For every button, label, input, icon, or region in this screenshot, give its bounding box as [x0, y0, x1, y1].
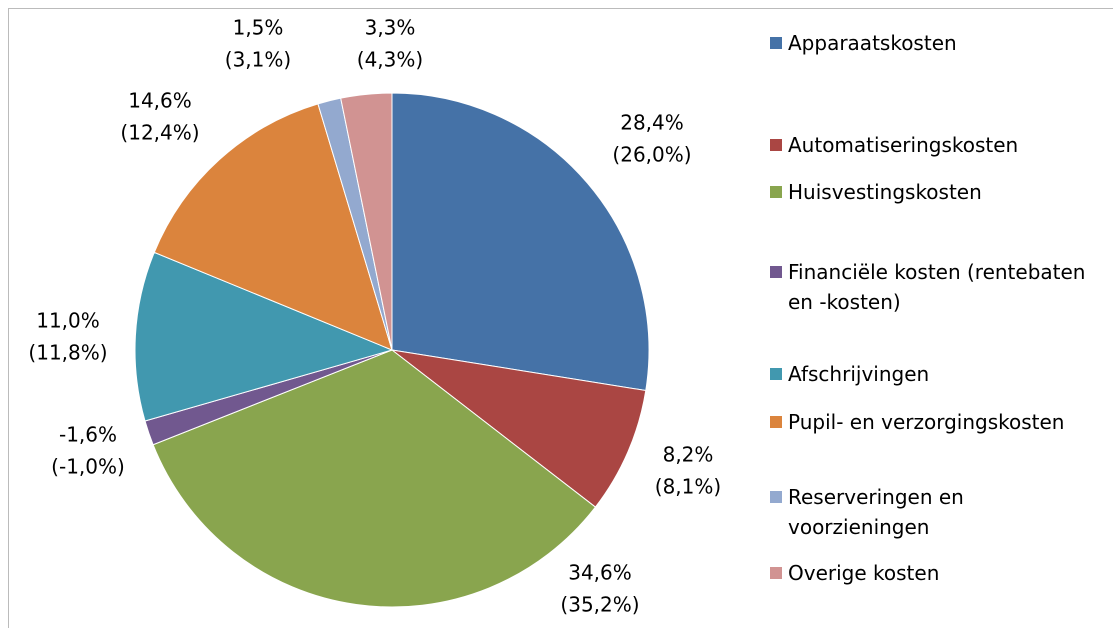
legend-swatch — [770, 416, 782, 428]
legend-label: Apparaatskosten — [788, 31, 957, 55]
legend-swatch — [770, 368, 782, 380]
secondary-label: (26,0%) — [612, 143, 691, 167]
legend-item: Overige kosten — [770, 558, 1112, 588]
legend-item: Pupil- en verzorgingskosten — [770, 407, 1112, 437]
legend-item: Apparaatskosten — [770, 28, 1112, 58]
secondary-label: (4,3%) — [357, 48, 423, 72]
secondary-label: (12,4%) — [120, 121, 199, 145]
legend-label: Pupil- en verzorgingskosten — [788, 410, 1065, 434]
data-label: 34,6% — [568, 561, 632, 585]
legend-label: Reserveringen en voorzieningen — [788, 485, 964, 539]
legend-swatch — [770, 491, 782, 503]
chart-frame — [8, 8, 1113, 628]
legend-swatch — [770, 567, 782, 579]
legend-label: Afschrijvingen — [788, 362, 930, 386]
secondary-label: (-1,0%) — [51, 455, 125, 479]
legend-label: Financiële kosten (rentebaten en -kosten… — [788, 260, 1086, 314]
secondary-label: (3,1%) — [225, 48, 291, 72]
legend-swatch — [770, 37, 782, 49]
data-label: 1,5% — [233, 16, 284, 40]
secondary-label: (8,1%) — [655, 475, 721, 499]
data-label: -1,6% — [59, 423, 117, 447]
pie-slice — [391, 349, 647, 508]
pie-slice — [152, 349, 597, 608]
data-label: 28,4% — [620, 111, 684, 135]
secondary-label: (35,2%) — [560, 593, 639, 617]
pie-slice — [340, 92, 393, 351]
data-label: 8,2% — [663, 443, 714, 467]
legend-swatch — [770, 186, 782, 198]
data-label: 11,0% — [36, 309, 100, 333]
pie-slice — [134, 251, 394, 422]
legend-item: Afschrijvingen — [770, 359, 1112, 389]
secondary-label: (11,8%) — [28, 341, 107, 365]
pie-slice — [153, 103, 393, 351]
legend-swatch — [770, 266, 782, 278]
legend-item: Financiële kosten (rentebaten en -kosten… — [770, 257, 1112, 317]
legend-label: Huisvestingskosten — [788, 180, 982, 204]
legend-item: Huisvestingskosten — [770, 177, 1112, 207]
legend-label: Overige kosten — [788, 561, 940, 585]
data-label: 14,6% — [128, 89, 192, 113]
pie-slice — [391, 92, 650, 392]
legend-swatch — [770, 139, 782, 151]
legend-item: Reserveringen en voorzieningen — [770, 482, 1112, 542]
data-label: 3,3% — [365, 16, 416, 40]
legend-item: Automatiseringskosten — [770, 130, 1112, 160]
legend-label: Automatiseringskosten — [788, 133, 1019, 157]
